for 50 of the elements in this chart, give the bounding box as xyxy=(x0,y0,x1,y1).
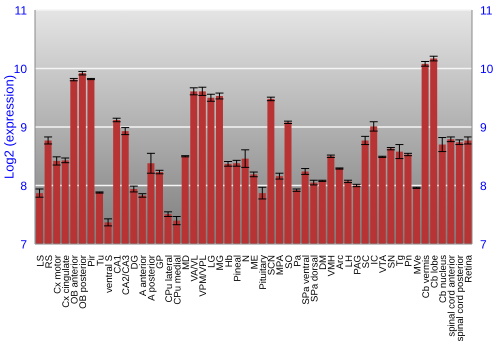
x-tick-label: Tg xyxy=(395,255,406,266)
x-tick-label: CPu lateral xyxy=(164,255,175,302)
x-tick-label: CA2/CA3 xyxy=(120,255,132,295)
x-tick-label: Arc xyxy=(335,254,346,270)
x-tick-label: CA1 xyxy=(112,255,124,274)
x-tick-label: MD xyxy=(180,254,192,270)
x-tick-label: MVe xyxy=(412,255,424,274)
x-tick-label: Pn xyxy=(404,255,415,267)
x-tick-label: Pineal xyxy=(232,255,244,282)
y2-tick-label: 8 xyxy=(480,178,487,193)
x-tick-label: CPu medial xyxy=(172,255,184,305)
x-tick-label: Cb vermis xyxy=(420,254,432,298)
x-tick-label: RS xyxy=(44,255,55,268)
x-tick-label: Pa xyxy=(292,254,304,267)
x-tick-label: LS xyxy=(35,255,46,267)
y-tick-label: 8 xyxy=(20,178,28,193)
x-tick-label: Cb lobe xyxy=(429,255,440,288)
x-tick-label: Tu xyxy=(95,255,106,266)
x-tick-label: Pir xyxy=(86,254,98,267)
y-tick-label: 11 xyxy=(14,3,28,18)
y2-tick-label: 11 xyxy=(480,3,493,18)
x-tick-label: Pituitary xyxy=(258,254,270,290)
y-tick-label: 10 xyxy=(14,62,28,76)
x-tick-label: SC xyxy=(360,254,372,268)
x-tick-label: spinal cord posterior xyxy=(455,254,466,342)
x-tick-label: A posterior xyxy=(146,254,158,301)
x-tick-label: Cx cingulate xyxy=(60,255,72,308)
y2-tick-label: 10 xyxy=(480,62,494,76)
y-tick-label: 7 xyxy=(20,237,28,252)
x-tick-label: IC xyxy=(369,254,380,265)
x-tick-label: DG xyxy=(130,255,141,270)
y2-tick-label: 9 xyxy=(480,120,487,134)
y2-tick-label: 7 xyxy=(480,237,487,252)
x-tick-label: N xyxy=(240,254,252,262)
x-tick-label: MG xyxy=(215,255,226,270)
x-tick-label: Hb xyxy=(224,255,235,268)
x-tick-label: SPa dorsal xyxy=(309,255,320,302)
x-tick-label: GP xyxy=(155,255,166,269)
x-tick-label: Cx motor xyxy=(52,254,64,294)
x-tick-label: LH xyxy=(344,254,355,268)
x-tick-label: OB posterior xyxy=(78,254,90,309)
x-tick-label: SPa ventral xyxy=(300,255,312,305)
y-axis-title: Log2 (expression) xyxy=(2,74,17,180)
x-tick-label: MPA xyxy=(275,254,286,276)
x-tick-label: SO xyxy=(284,255,295,269)
x-tick-label: ventral S xyxy=(104,255,115,293)
x-tick-label: PAG xyxy=(352,255,364,275)
y-tick-label: 9 xyxy=(20,120,28,134)
x-tick-label: ME xyxy=(250,255,260,270)
x-tick-label: Retina xyxy=(464,254,475,283)
